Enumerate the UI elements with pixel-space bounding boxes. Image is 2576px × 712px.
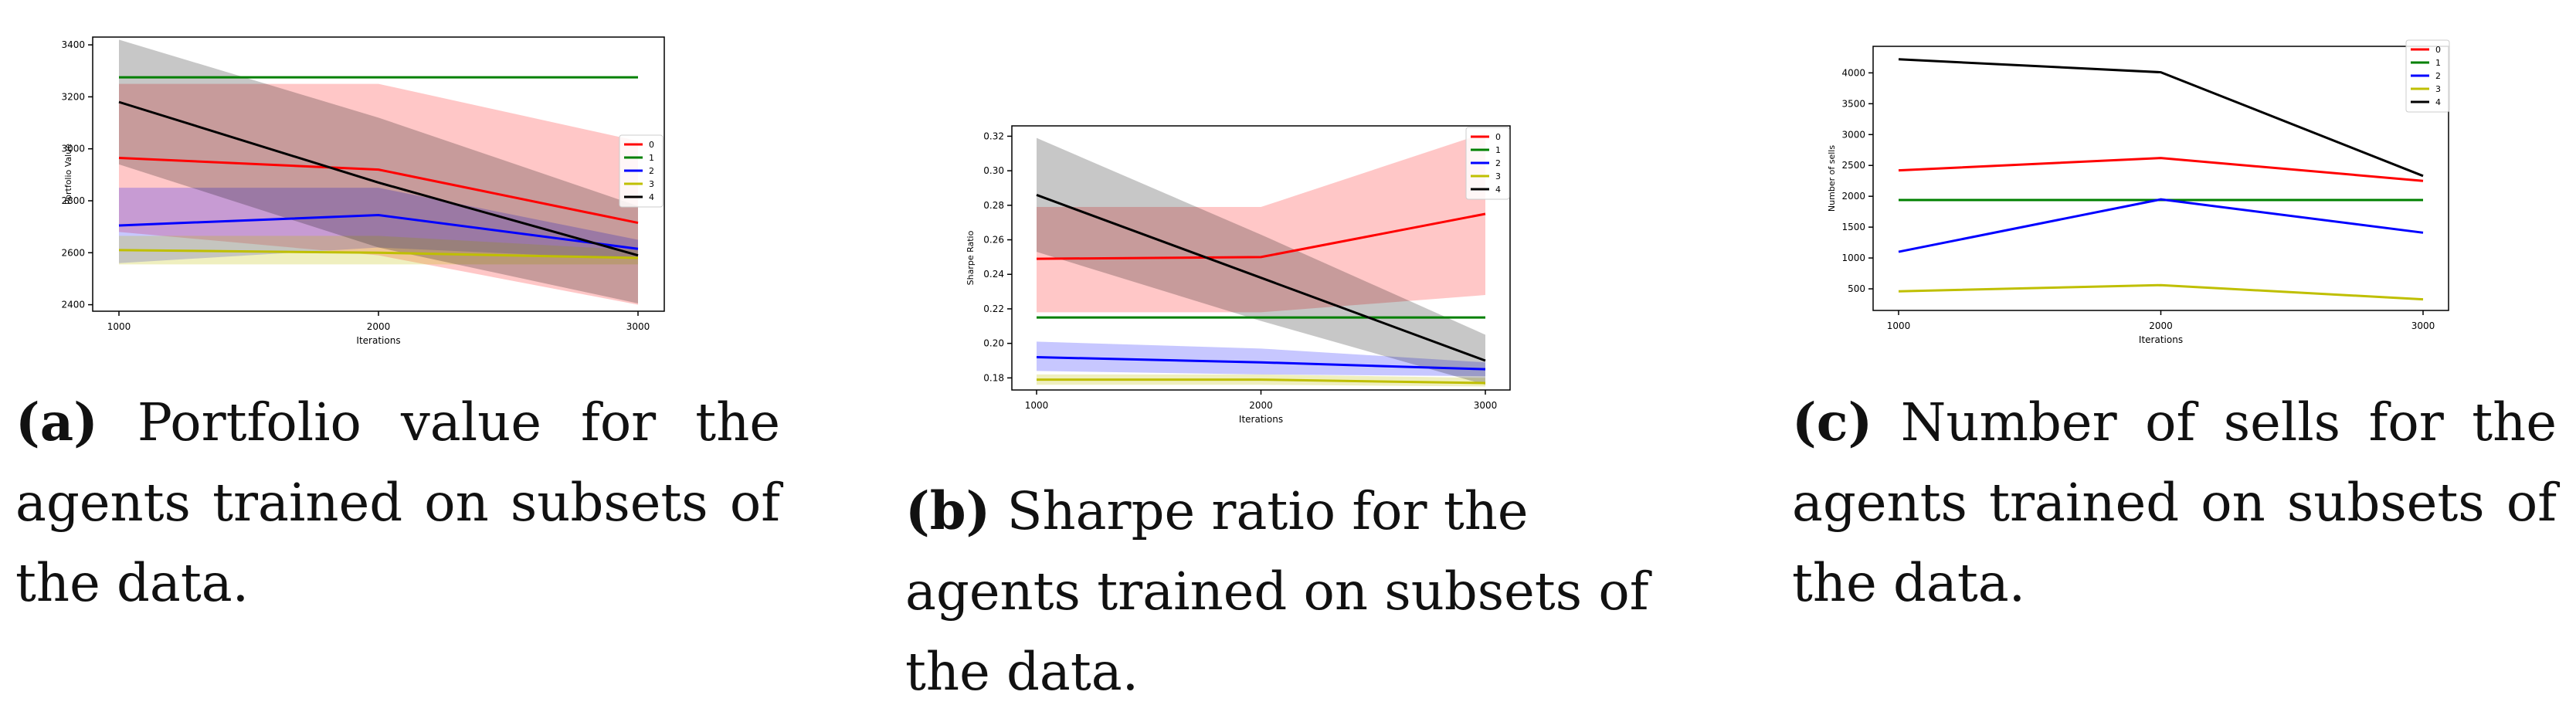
legend-label-2: 2	[2435, 71, 2441, 81]
caption-b-text: Sharpe ratio for the agents trained on s…	[905, 481, 1649, 702]
y-tick-label: 2600	[62, 247, 85, 258]
series-line-0	[118, 156, 639, 225]
y-tick-label: 0.28	[983, 200, 1004, 211]
x-tick-label: 3000	[2411, 320, 2435, 331]
y-tick-label: 2400	[62, 300, 85, 310]
caption-a: (a) Portfolio value for the agents train…	[15, 382, 780, 623]
legend-label-1: 1	[649, 153, 654, 163]
series-line-0	[1036, 212, 1486, 260]
x-axis-label: Iterations	[1239, 414, 1283, 425]
y-tick-label: 3200	[62, 91, 85, 102]
series-line-4	[1898, 58, 2424, 178]
y-tick-label: 2000	[1841, 191, 1865, 202]
caption-b: (b) Sharpe ratio for the agents trained …	[905, 471, 1701, 712]
x-tick-label: 1000	[107, 321, 131, 332]
legend-label-2: 2	[1495, 158, 1501, 168]
legend-label-2: 2	[649, 166, 654, 176]
confidence-band-2	[1037, 341, 1485, 377]
legend-label-4: 4	[2435, 97, 2441, 107]
series-line-2	[1036, 356, 1486, 371]
x-tick-label: 2000	[1249, 400, 1273, 411]
x-tick-label: 2000	[2149, 320, 2173, 331]
confidence-band-4	[119, 39, 638, 303]
confidence-band-2	[119, 188, 638, 263]
caption-c-tag: (c)	[1792, 392, 1873, 453]
plot-frame	[1872, 46, 2449, 311]
legend-label-3: 3	[649, 179, 654, 189]
caption-a-tag: (a)	[15, 392, 98, 453]
series-line-2	[118, 213, 639, 250]
x-axis-label: Iterations	[356, 335, 400, 346]
legend-label-3: 3	[2435, 84, 2441, 94]
legend-label-4: 4	[1495, 185, 1501, 195]
y-tick-label: 1000	[1841, 253, 1865, 263]
legend-label-3: 3	[1495, 171, 1501, 181]
y-tick-label: 3000	[1841, 129, 1865, 140]
y-tick-label: 0.22	[983, 303, 1004, 314]
legend-label-0: 0	[649, 140, 654, 150]
series-line-2	[1898, 198, 2424, 253]
panel-portfolio-value: 1000 2000 3000 2400 2600 2800 3000 3200 3400 Iter…	[0, 0, 796, 632]
legend-label-4: 4	[649, 192, 654, 202]
y-tick-label: 0.32	[983, 131, 1004, 141]
y-tick-label: 2500	[1841, 160, 1865, 171]
legend-label-0: 0	[1495, 132, 1501, 142]
number-of-sells-chart: 1000 2000 3000 500 1000 1500 2000 2500 3000 3500 4…	[1827, 39, 2450, 345]
y-tick-label: 3000	[62, 144, 85, 154]
y-axis-label: Portfolio Value	[63, 144, 73, 205]
y-tick-label: 0.30	[983, 165, 1004, 176]
y-tick-label: 0.20	[983, 338, 1004, 349]
y-tick-label: 0.18	[983, 372, 1004, 383]
x-tick-label: 3000	[1474, 400, 1498, 411]
y-tick-label: 500	[1848, 283, 1865, 294]
y-tick-label: 0.24	[983, 269, 1004, 280]
caption-b-tag: (b)	[905, 480, 991, 541]
confidence-band-0	[1037, 132, 1485, 313]
y-tick-label: 3400	[62, 39, 85, 50]
sharpe-ratio-chart: 1000 2000 3000 0.18 0.20 0.22 0.24 0.26 0.28 0.30…	[966, 125, 1511, 425]
legend-label-1: 1	[1495, 145, 1501, 155]
x-tick-label: 1000	[1887, 320, 1911, 331]
series-line-3	[118, 249, 639, 259]
caption-c: (c) Number of sells for the agents train…	[1792, 382, 2557, 623]
y-tick-label: 0.26	[983, 235, 1004, 246]
confidence-band-4	[1037, 137, 1485, 385]
caption-a-text: Portfolio value for the agents trained o…	[15, 392, 780, 613]
y-tick-label: 1500	[1841, 222, 1865, 232]
legend-label-0: 0	[2435, 45, 2441, 55]
x-tick-label: 3000	[626, 321, 650, 332]
y-tick-label: 2800	[62, 195, 85, 206]
series-line-3	[1898, 283, 2424, 301]
y-tick-label: 4000	[1841, 67, 1865, 78]
portfolio-value-chart: 1000 2000 3000 2400 2600 2800 3000 3200 3400 Iter…	[62, 36, 665, 346]
series-line-4	[118, 100, 639, 257]
legend-label-1: 1	[2435, 58, 2441, 68]
y-axis-label: Sharpe Ratio	[966, 230, 976, 285]
panel-number-of-sells: 1000 2000 3000 500 1000 1500 2000 2500 3000 3500 4…	[1777, 0, 2576, 632]
x-tick-label: 2000	[367, 321, 391, 332]
confidence-band-3	[119, 236, 638, 265]
x-tick-label: 1000	[1025, 400, 1049, 411]
confidence-band-0	[119, 83, 638, 305]
panel-sharpe-ratio: 1000 2000 3000 0.18 0.20 0.22 0.24 0.26 0.28 0.30…	[888, 0, 1707, 702]
y-tick-label: 3500	[1841, 98, 1865, 109]
series-line-0	[1898, 157, 2424, 182]
caption-c-text: Number of sells for the agents trained o…	[1792, 392, 2557, 613]
x-axis-label: Iterations	[2139, 334, 2183, 345]
series-line-3	[1037, 378, 1486, 385]
series-line-4	[1036, 194, 1486, 362]
y-axis-label: Number of sells	[1827, 145, 1837, 212]
